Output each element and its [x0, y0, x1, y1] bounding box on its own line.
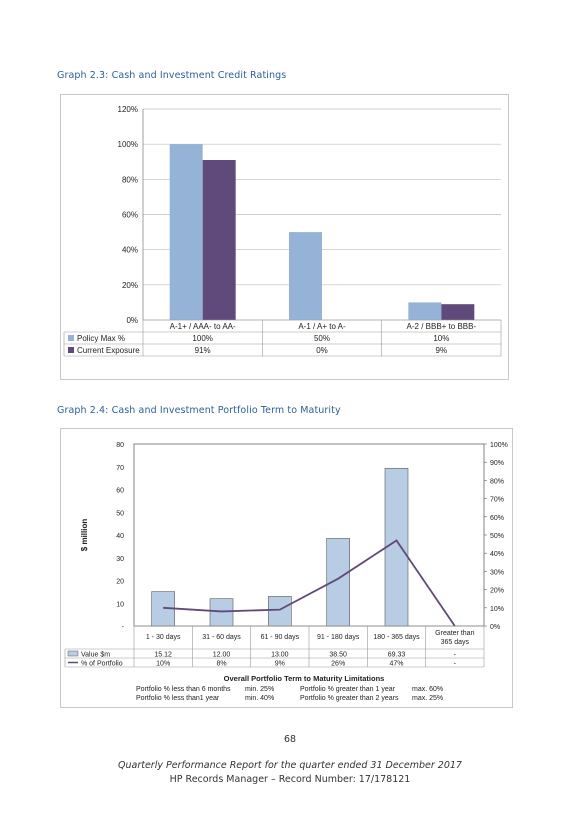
y-tick-label: 100% — [118, 140, 138, 149]
legend-label: Current Exposure — [77, 346, 140, 355]
bar-value — [209, 598, 234, 627]
data-table-value: 9% — [275, 661, 285, 668]
limitation-value: min. 25% — [245, 686, 274, 693]
y-axis-title: $ million — [80, 519, 89, 552]
bar-current-exposure — [441, 304, 475, 320]
y2-tick-label: 80% — [490, 478, 504, 485]
data-table-value: 100% — [192, 334, 212, 343]
bar-value — [384, 467, 409, 627]
limitation-label: Portfolio % greater than 1 year — [300, 686, 396, 693]
y-tick-label: 10 — [116, 601, 124, 608]
line-percent-of-portfolio — [163, 539, 456, 627]
y-tick-label: 0% — [126, 316, 138, 325]
data-table-value: - — [454, 661, 457, 668]
data-table-value: 15.12 — [154, 652, 172, 659]
limitation-value: min. 40% — [245, 695, 274, 702]
limitations-title: Overall Portfolio Term to Maturity Limit… — [224, 674, 385, 683]
data-table-value: 13.00 — [271, 652, 289, 659]
report-title-text: Quarterly Performance Report for the qua… — [118, 760, 462, 771]
data-table-value: - — [454, 652, 457, 659]
y2-tick-label: 70% — [490, 497, 504, 504]
x-category-label: 91 - 180 days — [317, 634, 360, 641]
legend-label: Value $m — [81, 652, 110, 659]
legend-label: Policy Max % — [77, 334, 125, 343]
credit-ratings-chart: 0% 20% 40% 60% 80% 100% 120% A-1+ / AAA- to AA-… — [60, 94, 509, 380]
y2-tick-label: 90% — [490, 460, 504, 467]
y-tick-label: 80% — [122, 175, 138, 184]
y-tick-label: 60% — [122, 211, 138, 220]
y-tick-label: 40% — [122, 246, 138, 255]
y-tick-label: - — [122, 624, 125, 631]
y-tick-label: 80 — [116, 442, 124, 449]
bar-policy-max — [169, 144, 203, 320]
x-category-label: 61 - 90 days — [261, 634, 300, 641]
y-tick-label: 40 — [116, 533, 124, 540]
x-category-label: 365 days — [441, 639, 470, 646]
limitation-label: Portfolio % less than1 year — [136, 695, 220, 702]
y2-tick-label: 10% — [490, 606, 504, 613]
y2-tick-label: 20% — [490, 588, 504, 595]
y2-tick-label: 40% — [490, 551, 504, 558]
term-to-maturity-chart: - 10 20 30 40 50 60 70 80 0% 10% 20% 30% 40% 50% 60% 70%… — [60, 428, 513, 708]
data-table-value: 50% — [314, 334, 330, 343]
data-table-value: 26% — [331, 661, 345, 668]
y2-tick-label: 50% — [490, 533, 504, 540]
y-tick-label: 30 — [116, 556, 124, 563]
y2-tick-label: 100% — [490, 442, 508, 449]
limitation-value: max. 60% — [412, 686, 443, 693]
y-tick-label: 20% — [122, 281, 138, 290]
data-table-value: 9% — [436, 346, 448, 355]
x-category-label: A-2 / BBB+ to BBB- — [407, 322, 477, 331]
y-tick-label: 50 — [116, 510, 124, 517]
bar-current-exposure — [202, 159, 236, 320]
graph-2-4-caption: Graph 2.4: Cash and Investment Portfolio… — [57, 405, 341, 416]
y-tick-label: 120% — [118, 105, 138, 114]
data-table-value: 10% — [433, 334, 449, 343]
y2-tick-label: 0% — [490, 624, 500, 631]
y-tick-label: 60 — [116, 488, 124, 495]
limitation-label: Portfolio % greater than 2 years — [300, 695, 399, 702]
page-number: 68 — [283, 734, 297, 745]
y-tick-label: 20 — [116, 579, 124, 586]
data-table-value: 10% — [156, 661, 170, 668]
record-number-footer: HP Records Manager – Record Number: 17/1… — [169, 774, 411, 785]
plot-area — [133, 443, 485, 627]
legend-swatch — [68, 347, 74, 353]
x-category-label: 180 - 365 days — [373, 634, 420, 641]
data-table-value: 38.50 — [329, 652, 347, 659]
bar-value — [268, 596, 292, 627]
y-tick-label: 70 — [116, 465, 124, 472]
x-category-label: A-1 / A+ to A- — [298, 322, 346, 331]
limitation-value: max. 25% — [412, 695, 443, 702]
x-category-label: 31 - 60 days — [202, 634, 241, 641]
data-table-value: 69.33 — [388, 652, 406, 659]
bar-policy-max — [408, 302, 442, 320]
data-table-value: 8% — [216, 661, 226, 668]
data-table-value: 47% — [389, 661, 403, 668]
credit-ratings-chart-svg: 0% 20% 40% 60% 80% 100% 120% A-1+ / AAA- to AA-… — [63, 105, 502, 357]
legend-swatch — [67, 650, 79, 657]
term-to-maturity-chart-svg: - 10 20 30 40 50 60 70 80 0% 10% 20% 30% 40% 50% 60% 70%… — [64, 442, 508, 702]
data-table-value: 91% — [195, 346, 211, 355]
report-title-footer: Quarterly Performance Report for the qua… — [0, 760, 580, 771]
bar-policy-max — [289, 232, 322, 320]
data-table-value: 0% — [316, 346, 328, 355]
x-category-label: Greater than — [435, 630, 474, 637]
limitation-label: Portfolio % less than 6 months — [136, 686, 231, 693]
x-category-label: 1 - 30 days — [146, 634, 181, 641]
legend-swatch — [68, 335, 74, 341]
y2-tick-label: 60% — [490, 515, 504, 522]
x-category-label: A-1+ / AAA- to AA- — [170, 322, 236, 331]
legend-label: % of Portfolio — [81, 661, 123, 668]
graph-2-3-caption: Graph 2.3: Cash and Investment Credit Ra… — [57, 70, 287, 81]
data-table-value: 12.00 — [213, 652, 231, 659]
y2-tick-label: 30% — [490, 569, 504, 576]
